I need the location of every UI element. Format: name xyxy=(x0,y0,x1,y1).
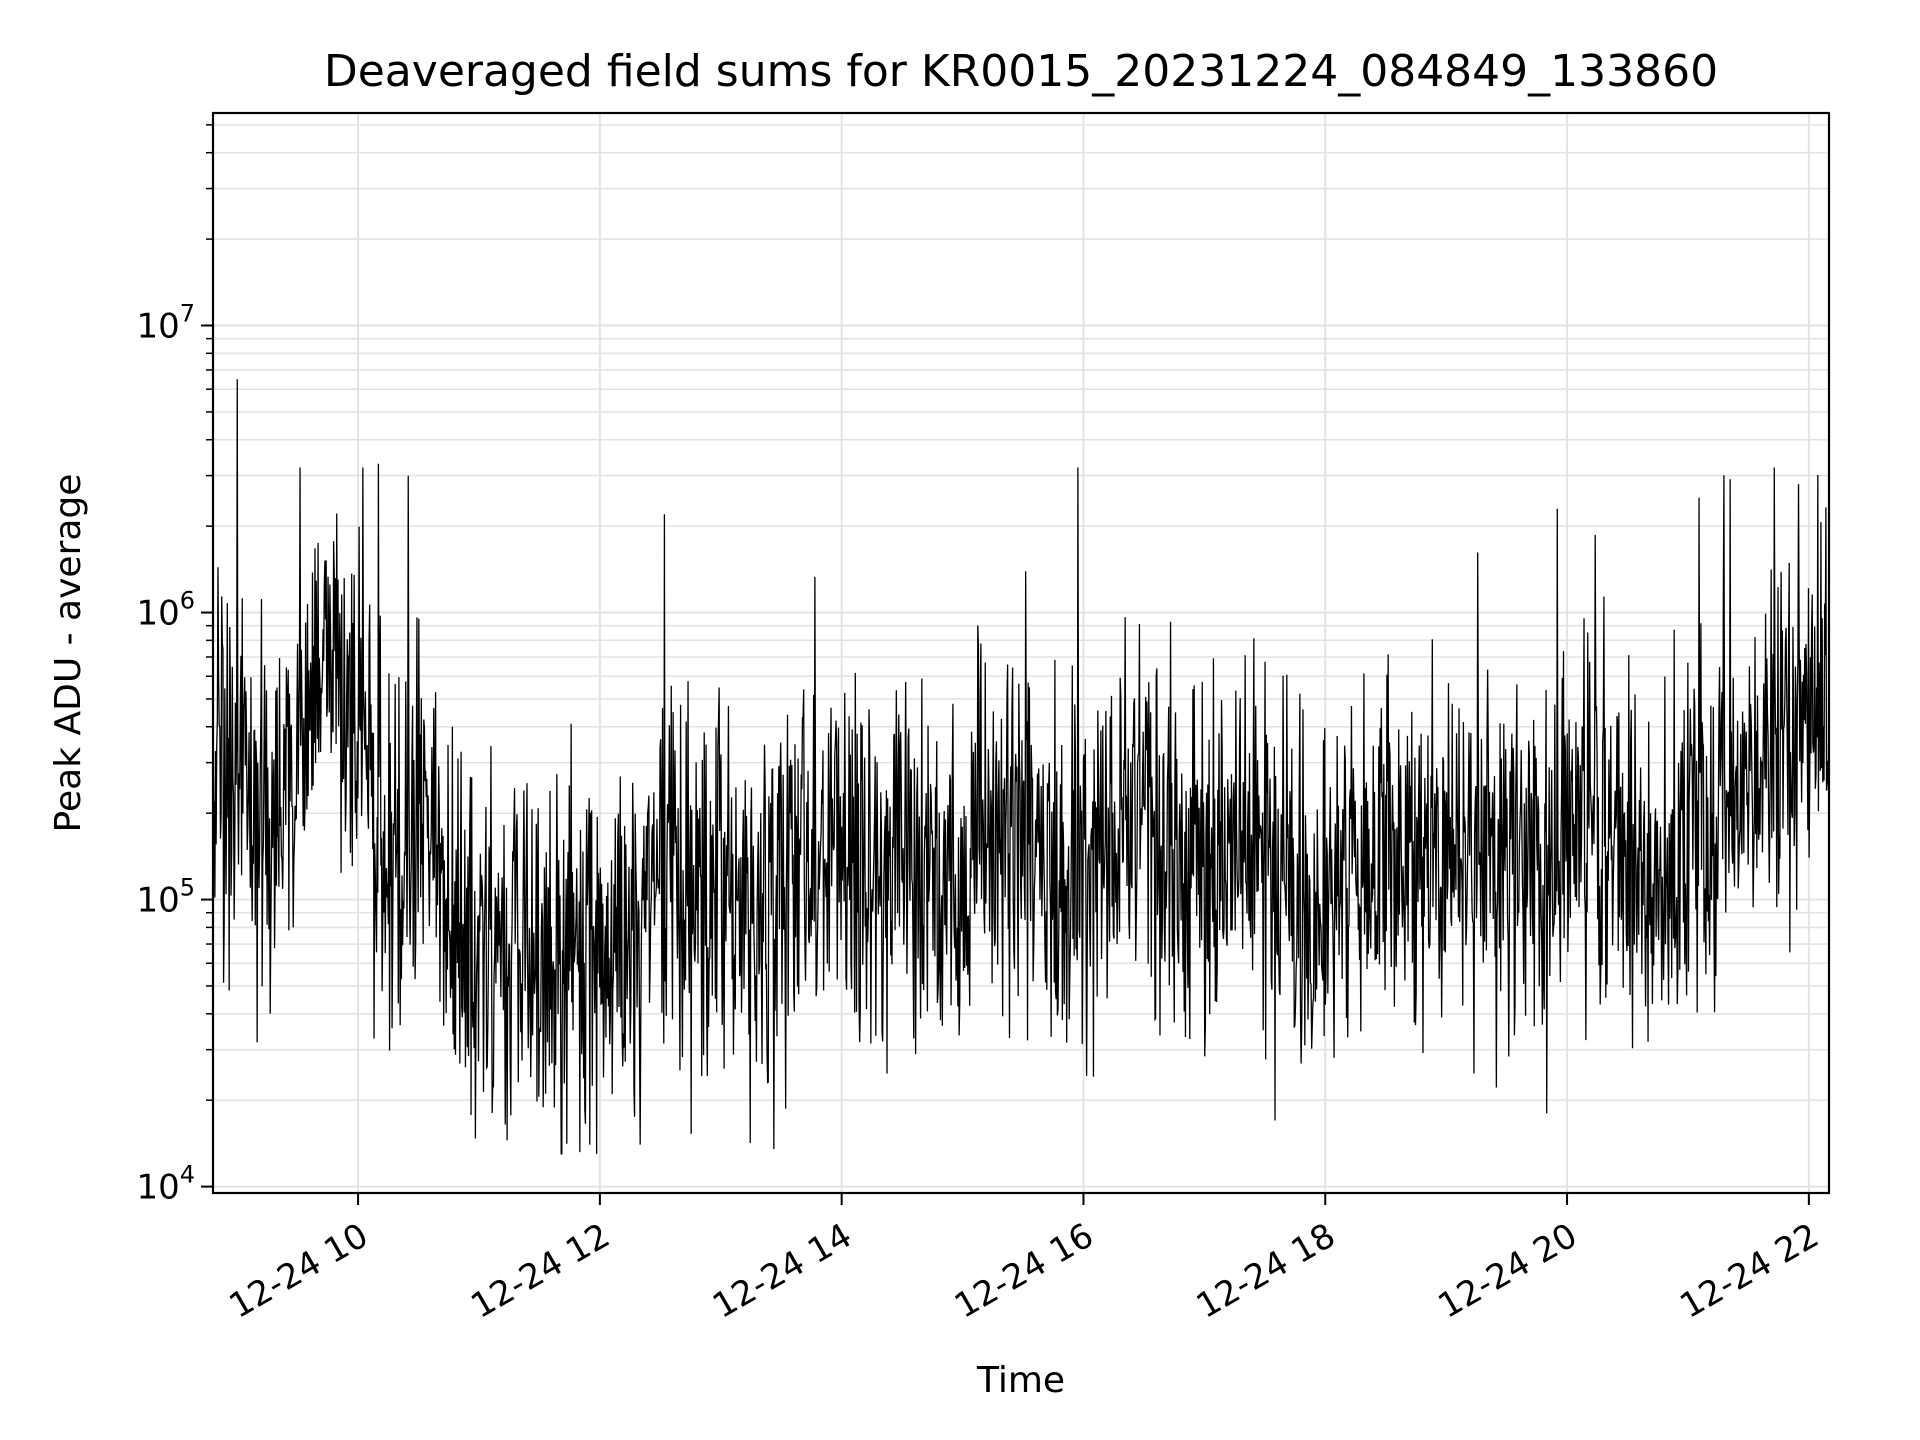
y-axis-label: Peak ADU - average xyxy=(48,474,89,833)
y-tick-label: 106 xyxy=(136,587,195,634)
series-line xyxy=(212,379,1830,1155)
y-tick-label: 107 xyxy=(136,300,195,347)
x-tick-label: 12-24 20 xyxy=(1432,1216,1584,1327)
x-tick-label: 12-24 16 xyxy=(948,1216,1100,1327)
y-tick-label: 104 xyxy=(136,1161,195,1208)
series-layer xyxy=(212,379,1830,1155)
chart-title: Deaveraged field sums for KR0015_2023122… xyxy=(324,46,1718,97)
y-axis-ticks: 104 105 106 107 xyxy=(136,124,213,1208)
x-tick-label: 12-24 14 xyxy=(706,1216,858,1327)
x-tick-label: 12-24 10 xyxy=(223,1216,375,1327)
x-axis-ticks: 12-24 10 12-24 12 12-24 14 12-24 16 12-24 18… xyxy=(223,1193,1826,1327)
x-axis-label: Time xyxy=(976,1360,1065,1401)
y-tick-label: 105 xyxy=(136,874,195,921)
x-tick-label: 12-24 18 xyxy=(1190,1216,1342,1327)
x-tick-label: 12-24 12 xyxy=(464,1216,616,1327)
x-tick-label: 12-24 22 xyxy=(1673,1216,1825,1327)
plot-area-frame xyxy=(211,111,1831,1195)
